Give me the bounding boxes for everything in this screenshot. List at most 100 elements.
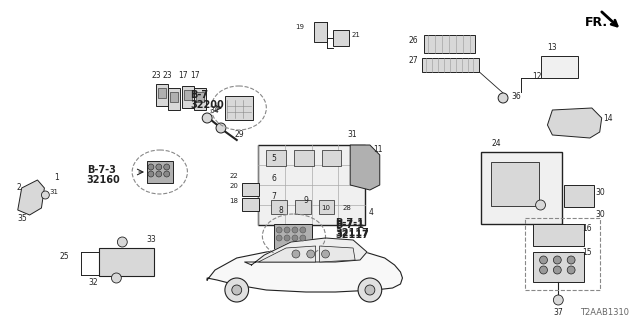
Text: 34: 34 xyxy=(209,106,219,115)
Text: 1: 1 xyxy=(54,173,59,182)
Circle shape xyxy=(358,278,381,302)
Circle shape xyxy=(276,235,282,241)
Bar xyxy=(564,185,594,207)
Text: 20: 20 xyxy=(230,183,239,189)
Bar xyxy=(532,252,584,282)
Circle shape xyxy=(540,266,547,274)
Bar xyxy=(294,150,314,166)
Text: 4: 4 xyxy=(369,207,374,217)
Bar xyxy=(147,161,173,183)
Text: 31: 31 xyxy=(49,189,58,195)
Text: 32160: 32160 xyxy=(87,175,120,185)
Text: 19: 19 xyxy=(295,24,304,30)
Text: 32117: 32117 xyxy=(335,230,369,240)
Polygon shape xyxy=(207,248,403,292)
Circle shape xyxy=(148,171,154,177)
Text: 7: 7 xyxy=(272,191,276,201)
Polygon shape xyxy=(244,238,367,265)
Polygon shape xyxy=(319,246,355,262)
Text: 17: 17 xyxy=(179,71,188,80)
Circle shape xyxy=(554,256,561,264)
Bar xyxy=(225,96,253,120)
Circle shape xyxy=(156,164,162,170)
Text: 31: 31 xyxy=(348,130,357,139)
Text: B-7-1: B-7-1 xyxy=(335,218,364,228)
Bar xyxy=(295,200,310,214)
Circle shape xyxy=(164,171,170,177)
Bar xyxy=(492,162,539,206)
Text: 14: 14 xyxy=(604,114,613,123)
Circle shape xyxy=(307,250,315,258)
Text: 18: 18 xyxy=(230,198,239,204)
Text: 2: 2 xyxy=(17,183,22,192)
Circle shape xyxy=(232,285,242,295)
Bar xyxy=(196,92,204,102)
Bar xyxy=(168,88,180,110)
Circle shape xyxy=(300,235,306,241)
Text: 3: 3 xyxy=(369,165,374,174)
Text: 5: 5 xyxy=(272,154,276,163)
Circle shape xyxy=(292,250,300,258)
Circle shape xyxy=(164,164,170,170)
Text: 32117: 32117 xyxy=(335,228,369,238)
Text: 10: 10 xyxy=(321,205,330,211)
Circle shape xyxy=(284,235,290,241)
Text: 16: 16 xyxy=(582,224,591,233)
Circle shape xyxy=(111,273,122,283)
Text: 11: 11 xyxy=(373,145,382,154)
Circle shape xyxy=(117,237,127,247)
Circle shape xyxy=(554,266,561,274)
Bar xyxy=(319,200,334,214)
Bar xyxy=(525,218,600,290)
Bar xyxy=(314,22,328,42)
Bar xyxy=(424,35,476,53)
Text: 25: 25 xyxy=(60,252,69,261)
Text: 24: 24 xyxy=(492,139,501,148)
Circle shape xyxy=(536,200,545,210)
Circle shape xyxy=(540,256,547,264)
Bar xyxy=(266,150,286,166)
Text: B-7: B-7 xyxy=(190,90,209,100)
Text: 26: 26 xyxy=(408,36,418,45)
Text: 30: 30 xyxy=(596,188,605,197)
Circle shape xyxy=(276,227,282,233)
Polygon shape xyxy=(259,246,316,262)
Bar xyxy=(99,248,154,276)
Bar xyxy=(158,88,166,98)
Text: 9: 9 xyxy=(303,196,308,204)
Polygon shape xyxy=(18,180,44,215)
Bar xyxy=(242,183,259,196)
Circle shape xyxy=(156,171,162,177)
Circle shape xyxy=(498,93,508,103)
Text: 21: 21 xyxy=(351,32,360,38)
Text: 23: 23 xyxy=(151,71,161,80)
Circle shape xyxy=(42,191,49,199)
Bar xyxy=(541,56,578,78)
Text: 15: 15 xyxy=(582,248,591,257)
Text: 32200: 32200 xyxy=(190,100,224,110)
Text: 27: 27 xyxy=(408,56,418,65)
Circle shape xyxy=(225,278,248,302)
Circle shape xyxy=(292,227,298,233)
Text: 23: 23 xyxy=(163,71,173,80)
Bar xyxy=(182,86,195,108)
Polygon shape xyxy=(547,108,602,138)
Circle shape xyxy=(202,113,212,123)
Text: 30: 30 xyxy=(596,210,605,219)
Bar xyxy=(422,58,479,72)
Circle shape xyxy=(321,250,330,258)
Text: 35: 35 xyxy=(18,214,28,223)
Text: 13: 13 xyxy=(548,43,557,52)
Circle shape xyxy=(284,227,290,233)
Text: 6: 6 xyxy=(272,173,276,182)
Bar xyxy=(333,30,349,46)
Circle shape xyxy=(567,266,575,274)
Bar xyxy=(195,88,206,110)
Text: 28: 28 xyxy=(342,205,351,211)
Circle shape xyxy=(216,123,226,133)
Polygon shape xyxy=(350,145,380,190)
Bar xyxy=(532,224,584,246)
Text: B-7-3: B-7-3 xyxy=(87,165,116,175)
Text: 8: 8 xyxy=(279,205,284,214)
Text: 29: 29 xyxy=(235,130,244,139)
